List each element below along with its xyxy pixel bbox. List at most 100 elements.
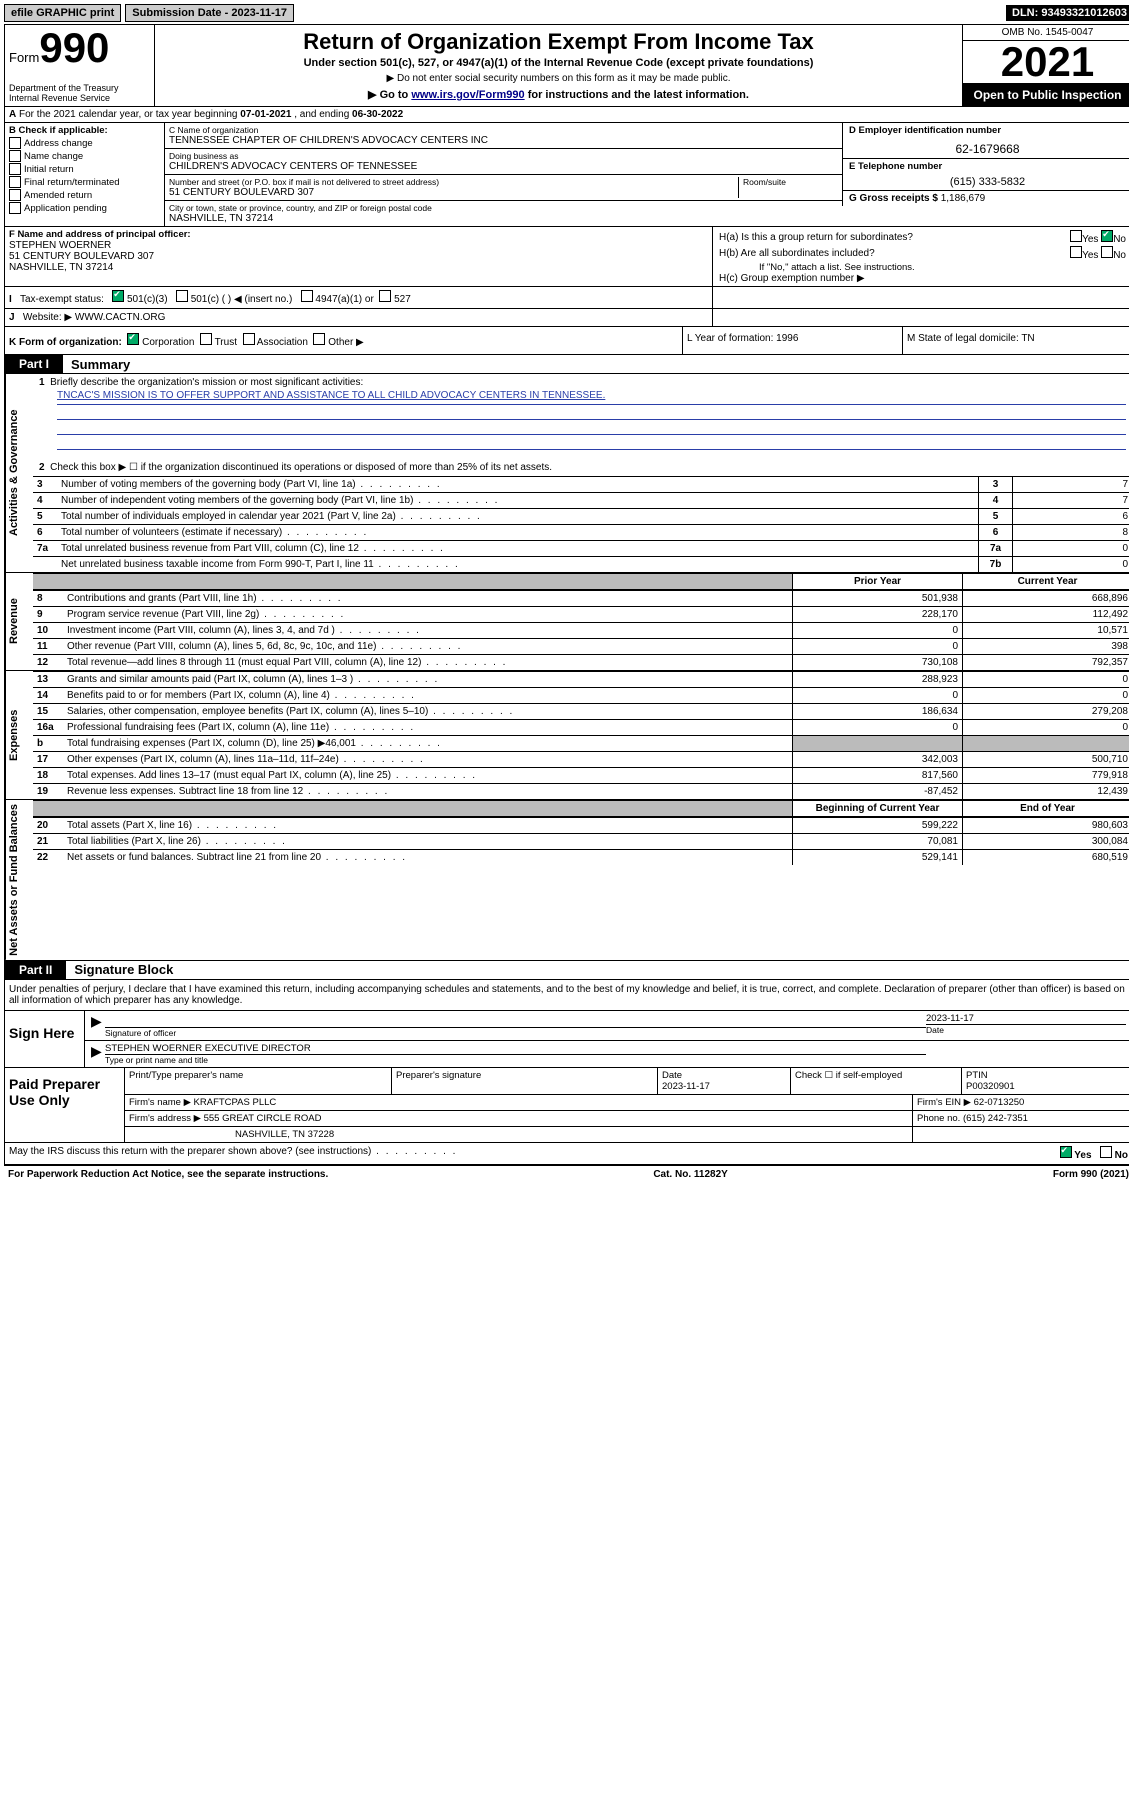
street-label: Number and street (or P.O. box if mail i… <box>169 177 738 187</box>
row-k: K Form of organization: Corporation Trus… <box>5 327 682 354</box>
header-left: Form 990 Department of the Treasury Inte… <box>5 25 155 106</box>
p1-row: 4 Number of independent voting members o… <box>33 492 1129 508</box>
row-text: Salaries, other compensation, employee b… <box>63 704 792 719</box>
chk-application-pending[interactable]: Application pending <box>9 202 160 214</box>
discuss-row: May the IRS discuss this return with the… <box>5 1142 1129 1164</box>
row-current: 779,918 <box>962 768 1129 783</box>
opt-527: 527 <box>394 294 411 305</box>
form-num: 990 <box>39 27 109 69</box>
footer-right: Form 990 (2021) <box>1053 1169 1129 1180</box>
chk-assoc[interactable] <box>243 333 255 345</box>
form-word: Form <box>9 50 39 65</box>
fin-row: 22 Net assets or fund balances. Subtract… <box>33 849 1129 865</box>
part1-net: Net Assets or Fund Balances Beginning of… <box>5 799 1129 961</box>
prep-name-label: Print/Type preparer's name <box>125 1068 391 1094</box>
row-prior: 0 <box>792 623 962 638</box>
row-text: Total number of volunteers (estimate if … <box>57 525 978 540</box>
row-current: 500,710 <box>962 752 1129 767</box>
row-text: Grants and similar amounts paid (Part IX… <box>63 672 792 687</box>
chk-trust[interactable] <box>200 333 212 345</box>
no-label: No <box>1115 1150 1128 1161</box>
city-label: City or town, state or province, country… <box>169 203 838 213</box>
chk-4947[interactable] <box>301 290 313 302</box>
row-prior: 0 <box>792 720 962 735</box>
opt-corp: Corporation <box>142 337 194 348</box>
row-text: Investment income (Part VIII, column (A)… <box>63 623 792 638</box>
hb-yes[interactable] <box>1070 246 1082 258</box>
opt-4947: 4947(a)(1) or <box>315 294 373 305</box>
ptin: P00320901 <box>966 1081 1015 1092</box>
row-text: Total expenses. Add lines 13–17 (must eq… <box>63 768 792 783</box>
efile-button[interactable]: efile GRAPHIC print <box>4 4 121 22</box>
row-num: 3 <box>33 477 57 492</box>
row-num: 22 <box>33 850 63 865</box>
chk-name-change[interactable]: Name change <box>9 150 160 162</box>
preparer-row-firm: Firm's name ▶ KRAFTCPAS PLLC Firm's EIN … <box>125 1095 1129 1111</box>
ha-yes[interactable] <box>1070 230 1082 242</box>
part2-header: Part II Signature Block <box>5 961 1129 980</box>
section-f-h: F Name and address of principal officer:… <box>5 226 1129 286</box>
phone-cell: E Telephone number (615) 333-5832 <box>842 159 1129 191</box>
preparer-row-addr2: NASHVILLE, TN 37228 <box>125 1127 1129 1142</box>
row-j-text: Website: ▶ <box>23 312 75 323</box>
row-j: J Website: ▶ WWW.CACTN.ORG <box>5 308 1129 326</box>
firm-name: KRAFTCPAS PLLC <box>194 1097 277 1108</box>
firm-ein-label: Firm's EIN ▶ <box>917 1097 974 1108</box>
firm-addr2: NASHVILLE, TN 37228 <box>125 1127 912 1142</box>
sig-name-row: STEPHEN WOERNER EXECUTIVE DIRECTOR Type … <box>85 1041 1129 1067</box>
col-b: B Check if applicable: Address change Na… <box>5 123 165 226</box>
row-num: 4 <box>33 493 57 508</box>
chk-corp[interactable] <box>127 333 139 345</box>
row-num: 13 <box>33 672 63 687</box>
row-text: Net unrelated business taxable income fr… <box>57 557 978 572</box>
street-cell: Number and street (or P.O. box if mail i… <box>165 175 842 201</box>
row-current: 10,571 <box>962 623 1129 638</box>
q2-num: 2 <box>39 462 45 473</box>
chk-final-return[interactable]: Final return/terminated <box>9 176 160 188</box>
row-num: 6 <box>33 525 57 540</box>
top-bar: efile GRAPHIC print Submission Date - 20… <box>4 4 1129 22</box>
row-text: Other expenses (Part IX, column (A), lin… <box>63 752 792 767</box>
opt-501c: 501(c) ( ) ◀ (insert no.) <box>191 294 293 305</box>
chk-address-change[interactable]: Address change <box>9 137 160 149</box>
chk-label: Initial return <box>24 164 74 175</box>
q2-text: Check this box ▶ ☐ if the organization d… <box>50 462 552 473</box>
row-prior: 0 <box>792 688 962 703</box>
row-num: 16a <box>33 720 63 735</box>
part2-title: Signature Block <box>66 962 173 977</box>
discuss-no[interactable] <box>1100 1146 1112 1158</box>
sub3-post: for instructions and the latest informat… <box>525 89 749 101</box>
col-current: Current Year <box>962 574 1129 589</box>
chk-501c3[interactable] <box>112 290 124 302</box>
submission-date-button[interactable]: Submission Date - 2023-11-17 <box>125 4 294 22</box>
row-num: 21 <box>33 834 63 849</box>
p1-row: 3 Number of voting members of the govern… <box>33 476 1129 492</box>
discuss-yes[interactable] <box>1060 1146 1072 1158</box>
fin-row: 8 Contributions and grants (Part VIII, l… <box>33 590 1129 606</box>
chk-527[interactable] <box>379 290 391 302</box>
sign-here-label: Sign Here <box>5 1011 85 1067</box>
row-klm: K Form of organization: Corporation Trus… <box>5 326 1129 355</box>
row-a-pre: For the 2021 calendar year, or tax year … <box>19 109 240 120</box>
chk-amended-return[interactable]: Amended return <box>9 189 160 201</box>
row-current: 668,896 <box>962 591 1129 606</box>
chk-501c[interactable] <box>176 290 188 302</box>
chk-other[interactable] <box>313 333 325 345</box>
q1-text: Briefly describe the organization's miss… <box>50 377 363 388</box>
row-text: Net assets or fund balances. Subtract li… <box>63 850 792 865</box>
phone: (615) 333-5832 <box>849 176 1126 188</box>
part1-expenses: Expenses 13 Grants and similar amounts p… <box>5 670 1129 799</box>
hb-no[interactable] <box>1101 246 1113 258</box>
officer-name: STEPHEN WOERNER <box>9 240 708 251</box>
row-text: Total fundraising expenses (Part IX, col… <box>63 736 792 751</box>
ha-no[interactable] <box>1101 230 1113 242</box>
vlabel-governance: Activities & Governance <box>5 374 33 572</box>
row-num: 12 <box>33 655 63 670</box>
irs-link[interactable]: www.irs.gov/Form990 <box>411 89 524 101</box>
gross-label: G Gross receipts $ <box>849 193 941 204</box>
dba-cell: Doing business as CHILDREN'S ADVOCACY CE… <box>165 149 842 175</box>
row-text: Total revenue—add lines 8 through 11 (mu… <box>63 655 792 670</box>
discuss-text: May the IRS discuss this return with the… <box>9 1146 457 1161</box>
part2-declaration: Under penalties of perjury, I declare th… <box>5 980 1129 1010</box>
chk-initial-return[interactable]: Initial return <box>9 163 160 175</box>
